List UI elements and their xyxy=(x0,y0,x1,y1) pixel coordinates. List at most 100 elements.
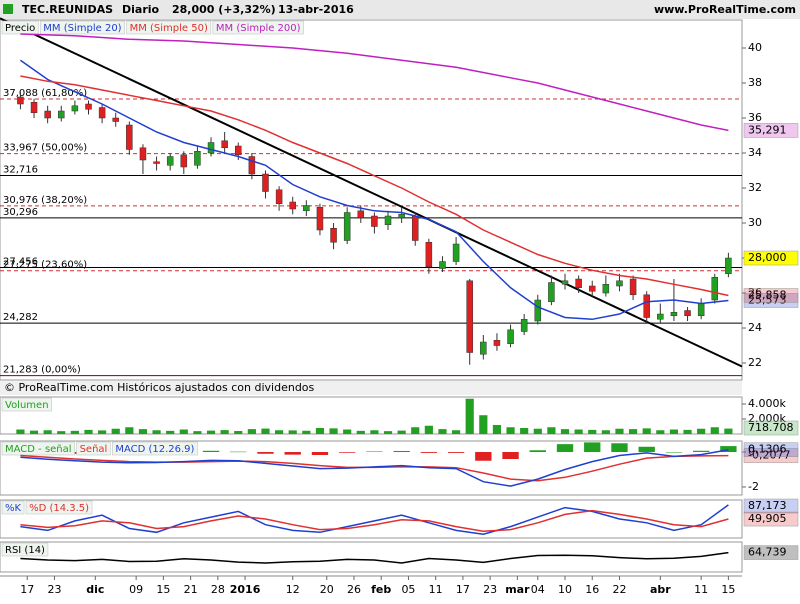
line-series xyxy=(19,59,729,321)
bar xyxy=(492,424,502,434)
legend-box xyxy=(1,441,75,456)
y-tick-label: 0 xyxy=(748,445,755,458)
y-tick-label: 4.000k xyxy=(748,397,786,410)
level-label: 32,716 xyxy=(3,164,38,175)
bar xyxy=(247,429,256,434)
bar xyxy=(588,429,597,434)
legend-box xyxy=(212,20,304,35)
candle-body xyxy=(575,278,582,289)
last-value-label: 28,000 xyxy=(748,251,787,264)
period: Diario xyxy=(122,3,160,16)
bar xyxy=(642,428,651,434)
candle-body xyxy=(85,103,92,110)
bar xyxy=(669,429,679,434)
x-tick-label: 26 xyxy=(347,583,361,596)
x-tick-label: 17 xyxy=(456,583,470,596)
bar xyxy=(393,450,410,453)
bar xyxy=(683,429,692,434)
x-tick-label: 23 xyxy=(483,583,497,596)
bar xyxy=(98,430,107,434)
line-series xyxy=(20,448,729,487)
candle-body xyxy=(194,151,201,166)
bar xyxy=(339,452,356,453)
candle-body xyxy=(697,303,705,317)
bar xyxy=(366,451,383,453)
bar xyxy=(220,430,229,434)
candle-body xyxy=(643,294,650,318)
candle-body xyxy=(343,212,351,241)
price: 28,000 (+3,32%) xyxy=(172,3,276,16)
trendline xyxy=(0,17,743,368)
level-label: 27,275 (23,60%) xyxy=(3,260,87,271)
candle-body xyxy=(534,299,542,322)
candle-body xyxy=(480,341,487,355)
level-label: 33,967 (50,00%) xyxy=(3,143,87,154)
bar xyxy=(343,429,352,434)
x-tick-label: abr xyxy=(650,583,671,596)
panel-frame xyxy=(0,541,743,573)
bar xyxy=(502,452,519,459)
bar xyxy=(584,442,601,453)
x-tick-label: 2016 xyxy=(230,583,261,596)
bar xyxy=(261,428,270,434)
candle-body xyxy=(30,102,38,114)
legend-entry: MACD (12.26.9) xyxy=(115,444,194,455)
legend-entry: MM (Simple 50) xyxy=(130,23,208,34)
y-tick-label: 26 xyxy=(748,286,762,299)
level-label: 30,976 (38,20%) xyxy=(3,195,87,206)
candle-body xyxy=(384,215,392,226)
legend-entry: MM (Simple 20) xyxy=(43,23,121,34)
x-tick-label: 05 xyxy=(401,583,415,596)
x-tick-label: 09 xyxy=(129,583,143,596)
bar xyxy=(556,444,574,453)
legend-box xyxy=(1,500,25,515)
x-tick-label: feb xyxy=(371,583,391,596)
candle-body xyxy=(126,124,133,150)
y-tick-label: 38 xyxy=(748,76,762,89)
bar xyxy=(438,429,447,434)
bar xyxy=(284,452,301,455)
last-value-label: 49,905 xyxy=(748,512,787,525)
bar xyxy=(202,450,220,453)
candle-body xyxy=(153,161,160,164)
line-series xyxy=(20,504,729,535)
candle-body xyxy=(452,243,460,262)
bar xyxy=(692,450,710,453)
last-value-label: 0,1306 xyxy=(748,443,787,456)
bar xyxy=(697,428,706,434)
last-value-label: 25,858 xyxy=(748,289,787,302)
bar xyxy=(574,429,583,434)
bar xyxy=(397,430,406,434)
legend-box xyxy=(25,500,93,515)
legend-box xyxy=(1,542,49,557)
legend-entry: Señal xyxy=(80,444,108,455)
bar xyxy=(206,430,216,434)
bar xyxy=(611,443,628,453)
bar xyxy=(383,431,393,434)
x-tick-label: dic xyxy=(86,583,104,596)
y-tick-label: 32 xyxy=(748,181,762,194)
bar xyxy=(529,450,546,453)
y-tick-label: 40 xyxy=(748,41,762,54)
bar xyxy=(479,415,488,434)
legend-entry: %D (14.3.5) xyxy=(29,503,89,514)
panel-frame xyxy=(0,19,743,381)
candle-body xyxy=(493,340,501,346)
legend-entry: Precio xyxy=(5,23,35,34)
last-value-box xyxy=(743,511,799,527)
x-tick-label: 28 xyxy=(211,583,225,596)
bar xyxy=(311,452,329,455)
candle-body xyxy=(166,156,174,166)
bar xyxy=(656,430,665,434)
x-tick-label: 15 xyxy=(721,583,735,596)
bar xyxy=(288,430,297,434)
candle-body xyxy=(357,210,365,219)
y-tick-label: 22 xyxy=(748,356,762,369)
last-value-label: 87,173 xyxy=(748,499,787,512)
bar xyxy=(638,446,655,453)
bar xyxy=(230,451,247,453)
y-tick-label: -2 xyxy=(748,480,759,493)
bar xyxy=(234,430,243,434)
